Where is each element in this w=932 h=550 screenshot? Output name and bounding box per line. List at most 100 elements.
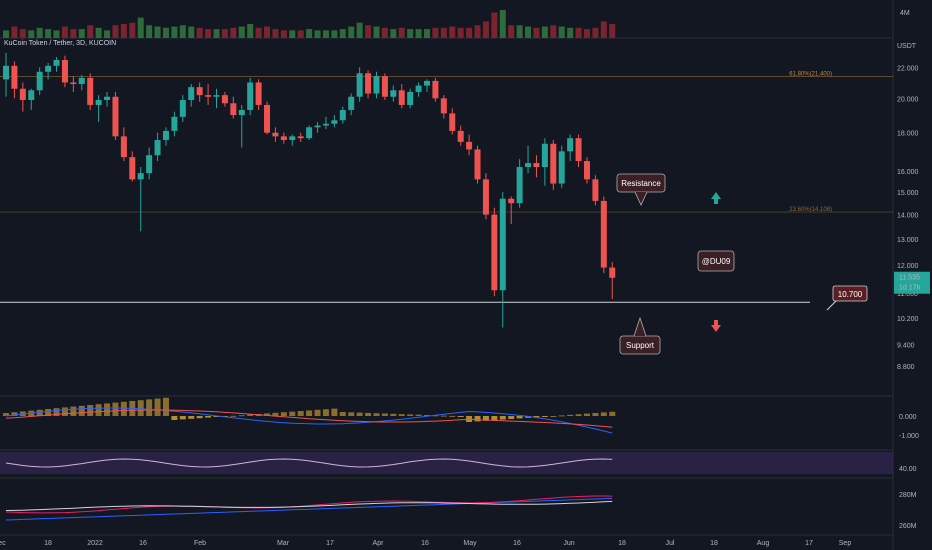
volume-bar-40 [339, 29, 346, 38]
time-tick-11: Jun [563, 540, 574, 547]
macd-hist-14 [120, 401, 127, 416]
volume-bar-61 [516, 25, 523, 38]
fib-label-1: 23.60%(14.108) [789, 207, 832, 213]
volume-bar-66 [558, 26, 565, 38]
macd-hist-17 [146, 399, 153, 416]
volume-bar-42 [356, 22, 363, 38]
candle-body-18 [154, 140, 161, 156]
time-tick-5: Mar [277, 540, 290, 547]
candle-body-28 [238, 109, 245, 116]
candle-body-46 [390, 90, 397, 97]
macd-hist-33 [280, 412, 287, 416]
time-tick-8: 16 [421, 540, 429, 547]
candle-body-62 [525, 163, 532, 168]
volume-bar-2 [19, 29, 26, 38]
volume-bar-71 [600, 21, 607, 38]
candle-body-21 [179, 100, 186, 117]
macd-hist-22 [188, 416, 195, 419]
macd-hist-65 [550, 416, 557, 417]
candle-body-29 [247, 82, 254, 110]
candle-body-51 [432, 80, 439, 99]
macd-hist-45 [381, 413, 388, 416]
volume-bar-43 [365, 25, 372, 38]
macd-hist-68 [575, 414, 582, 416]
macd-hist-66 [558, 415, 565, 417]
macd-tick-1: -1.000 [899, 433, 919, 440]
price-tick-10: 9.400 [897, 342, 915, 349]
candle-body-64 [541, 143, 548, 168]
candle-body-63 [533, 163, 540, 168]
candle-body-39 [331, 120, 338, 124]
volume-bar-52 [440, 27, 447, 38]
macd-hist-7 [61, 407, 68, 416]
macd-hist-0 [3, 413, 9, 416]
price-tick-2: 18.000 [897, 131, 919, 138]
macd-hist-12 [104, 403, 111, 416]
volume-bar-39 [331, 30, 338, 38]
rsi-line [5, 458, 613, 468]
time-tick-10: 16 [513, 540, 521, 547]
macd-hist-13 [112, 402, 119, 416]
time-tick-12: 18 [618, 540, 626, 547]
macd-line [5, 407, 613, 434]
support-pointer [633, 316, 647, 337]
candle-body-20 [171, 116, 178, 131]
macd-hist-63 [533, 416, 540, 418]
price-tick-3: 16.000 [897, 169, 919, 176]
macd-tick-0: 0.000 [899, 414, 917, 421]
volume-axis-label: 4M [900, 10, 910, 17]
volume-bar-11 [95, 27, 102, 38]
volume-bar-67 [567, 27, 574, 38]
candle-body-23 [196, 87, 203, 96]
candle-body-66 [558, 151, 565, 184]
volume-bar-34 [289, 30, 296, 38]
macd-hist-16 [137, 400, 144, 416]
down-arrow-icon [711, 320, 721, 332]
volume-bar-5 [45, 29, 52, 38]
volume-bar-3 [28, 30, 35, 38]
obv-tick-0: 280M [899, 492, 917, 499]
macd-hist-43 [365, 412, 372, 416]
volume-bar-47 [398, 27, 405, 38]
candle-body-59 [499, 198, 506, 291]
macd-hist-19 [162, 397, 169, 416]
time-tick-16: 17 [805, 540, 813, 547]
candle-body-35 [297, 136, 304, 139]
volume-bar-12 [104, 30, 111, 38]
macd-hist-47 [398, 414, 405, 416]
volume-bar-60 [508, 25, 515, 38]
candle-body-19 [162, 130, 169, 141]
price-tick-9: 10.200 [897, 316, 919, 323]
macd-hist-41 [348, 412, 355, 416]
macd-hist-25 [213, 416, 220, 417]
candle-body-45 [381, 76, 388, 97]
time-tick-0: ec [0, 540, 6, 547]
candle-body-52 [440, 98, 447, 114]
candle-body-50 [424, 80, 430, 86]
macd-hist-48 [407, 414, 414, 416]
volume-bar-46 [390, 29, 397, 38]
candle-body-36 [306, 127, 313, 139]
volume-bar-17 [146, 25, 153, 38]
volume-bar-56 [474, 25, 481, 38]
volume-bar-1 [11, 26, 18, 38]
volume-bar-59 [499, 10, 506, 38]
macd-hist-24 [205, 416, 212, 418]
macd-hist-56 [474, 416, 481, 422]
volume-bar-27 [230, 27, 237, 38]
time-tick-15: Aug [757, 540, 770, 547]
volume-bar-64 [541, 26, 548, 38]
macd-hist-70 [592, 413, 599, 416]
author-label: @DU09 [702, 257, 731, 266]
macd-hist-1 [11, 412, 18, 416]
volume-bar-19 [162, 27, 169, 38]
macd-hist-27 [230, 415, 237, 417]
macd-hist-9 [78, 405, 85, 416]
candle-body-34 [289, 136, 296, 141]
volume-bar-63 [533, 27, 540, 38]
candle-body-30 [255, 82, 262, 105]
candle-body-41 [348, 96, 355, 110]
candle-body-7 [61, 59, 68, 83]
candle-body-8 [70, 82, 77, 85]
